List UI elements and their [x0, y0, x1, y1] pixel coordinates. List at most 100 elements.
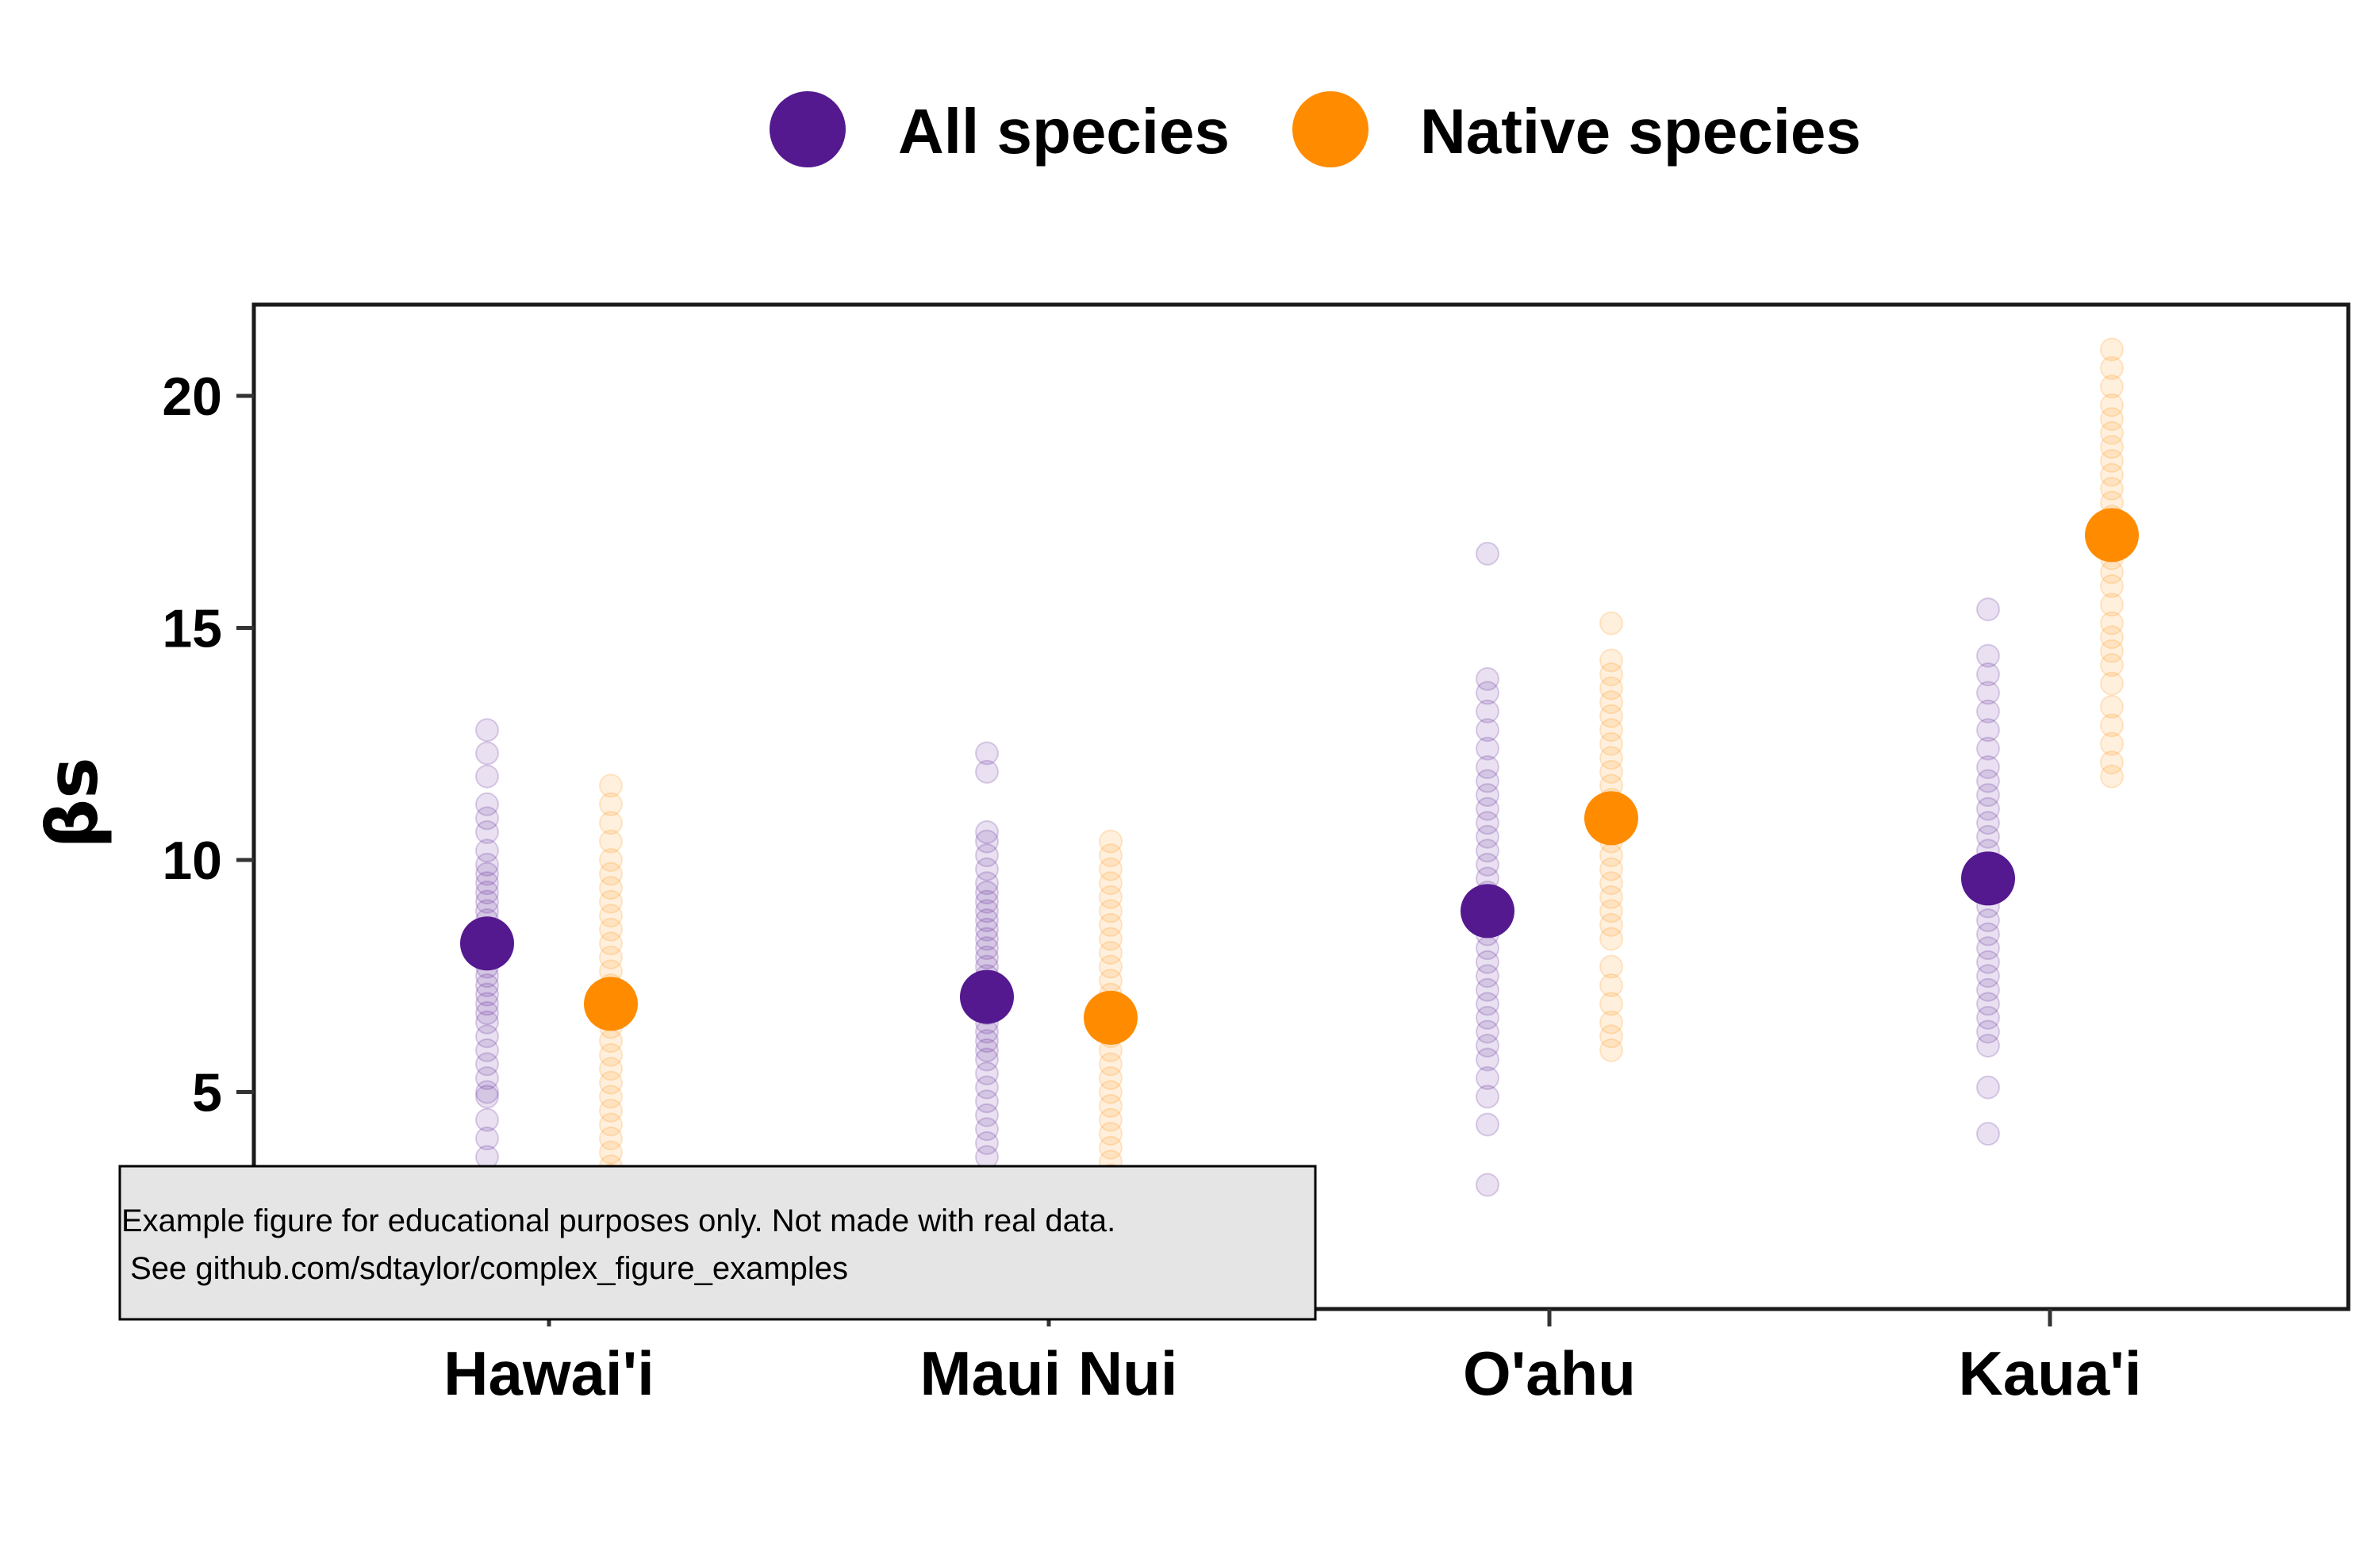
- sample-point: [1476, 1084, 1499, 1109]
- sample-point: [1476, 977, 1499, 1002]
- sample-point: [1476, 852, 1499, 877]
- sample-point: [975, 741, 999, 766]
- sample-point: [975, 1130, 999, 1155]
- sample-point: [1599, 662, 1623, 686]
- sample-point: [475, 1001, 499, 1026]
- x-tick-label: Maui Nui: [920, 1338, 1178, 1408]
- sample-point: [1099, 843, 1123, 868]
- sample-point: [599, 889, 623, 914]
- sample-point: [1099, 1122, 1123, 1146]
- sample-point: [1599, 611, 1623, 635]
- sample-point: [599, 1140, 623, 1165]
- sample-point: [975, 1145, 999, 1169]
- sample-point: [2100, 435, 2124, 459]
- sample-point: [1976, 597, 2000, 622]
- sample-point: [599, 1042, 623, 1067]
- sample-point: [1976, 992, 2000, 1016]
- y-axis-title: βs: [32, 757, 113, 848]
- sample-point: [2100, 593, 2124, 617]
- sample-point: [475, 1024, 499, 1049]
- sample-point: [599, 774, 623, 798]
- sample-point: [975, 857, 999, 881]
- sample-point: [1599, 746, 1623, 770]
- sample-point: [1099, 829, 1123, 854]
- sample-point: [1099, 1065, 1123, 1090]
- sample-point: [1976, 1075, 2000, 1100]
- sample-point: [1476, 824, 1499, 849]
- sample-point: [975, 917, 999, 942]
- sample-point: [975, 871, 999, 896]
- sample-point: [975, 1038, 999, 1062]
- sample-point: [475, 973, 499, 997]
- legend-label-all-species: All species: [898, 96, 1230, 167]
- sample-point: [975, 945, 999, 969]
- sample-point: [475, 871, 499, 896]
- sample-point: [975, 889, 999, 914]
- sample-point: [1976, 736, 2000, 761]
- y-tick-label: 15: [162, 599, 222, 659]
- sample-point: [475, 992, 499, 1016]
- sample-point: [1976, 922, 2000, 946]
- sample-point: [1099, 1080, 1123, 1104]
- sample-point: [1599, 899, 1623, 923]
- sample-point: [1099, 1107, 1123, 1132]
- y-tick-label: 5: [192, 1063, 222, 1123]
- sample-point: [599, 862, 623, 886]
- sample-point: [2100, 625, 2124, 650]
- sample-point: [1476, 1065, 1499, 1090]
- disclaimer-line-1: Example figure for educational purposes …: [121, 1203, 1115, 1238]
- x-tick-label: Hawai'i: [443, 1338, 654, 1408]
- sample-point: [2100, 355, 2124, 380]
- sample-point: [599, 811, 623, 835]
- sample-point: [1599, 1024, 1623, 1049]
- y-tick-label: 20: [162, 367, 222, 427]
- sample-point: [1599, 857, 1623, 881]
- sample-point: [599, 1112, 623, 1137]
- sample-point: [1599, 912, 1623, 937]
- sample-point: [1976, 811, 2000, 835]
- sample-point: [1099, 927, 1123, 951]
- sample-point: [975, 899, 999, 923]
- sample-point: [1476, 699, 1499, 724]
- sample-point: [975, 880, 999, 904]
- mean-point: [1584, 791, 1638, 846]
- sample-point: [1976, 950, 2000, 974]
- sample-point: [1476, 839, 1499, 863]
- sample-point: [475, 741, 499, 766]
- sample-point: [475, 792, 499, 816]
- sample-point: [1099, 1094, 1123, 1119]
- sample-point: [599, 1098, 623, 1123]
- sample-point: [1099, 871, 1123, 896]
- sample-point: [975, 1047, 999, 1072]
- sample-point: [2100, 407, 2124, 432]
- sample-point: [975, 829, 999, 854]
- sample-point: [1476, 797, 1499, 821]
- sample-point: [2100, 611, 2124, 635]
- sample-point: [2100, 574, 2124, 598]
- sample-point: [475, 1084, 499, 1109]
- sample-point: [1476, 964, 1499, 988]
- legend: All species Native species: [770, 91, 1861, 167]
- sample-point: [1976, 1005, 2000, 1030]
- sample-point: [1976, 977, 2000, 1002]
- sample-point: [2100, 671, 2124, 696]
- sample-point: [475, 806, 499, 831]
- sample-point: [599, 792, 623, 816]
- sample-point: [475, 880, 499, 904]
- sample-point: [1976, 718, 2000, 743]
- sample-point: [1976, 797, 2000, 821]
- sample-point: [975, 1117, 999, 1142]
- sample-point: [475, 1038, 499, 1062]
- mean-point: [2085, 508, 2139, 562]
- sample-point: [475, 764, 499, 789]
- sample-point: [475, 1127, 499, 1150]
- sample-point: [1099, 899, 1123, 923]
- sample-point: [475, 839, 499, 863]
- legend-marker-all-species: [770, 91, 846, 167]
- sample-point: [1599, 1038, 1623, 1062]
- sample-point: [1476, 1005, 1499, 1030]
- sample-point: [475, 982, 499, 1007]
- mean-point: [1961, 851, 2015, 906]
- sample-point: [1099, 941, 1123, 965]
- sample-point: [1599, 704, 1623, 728]
